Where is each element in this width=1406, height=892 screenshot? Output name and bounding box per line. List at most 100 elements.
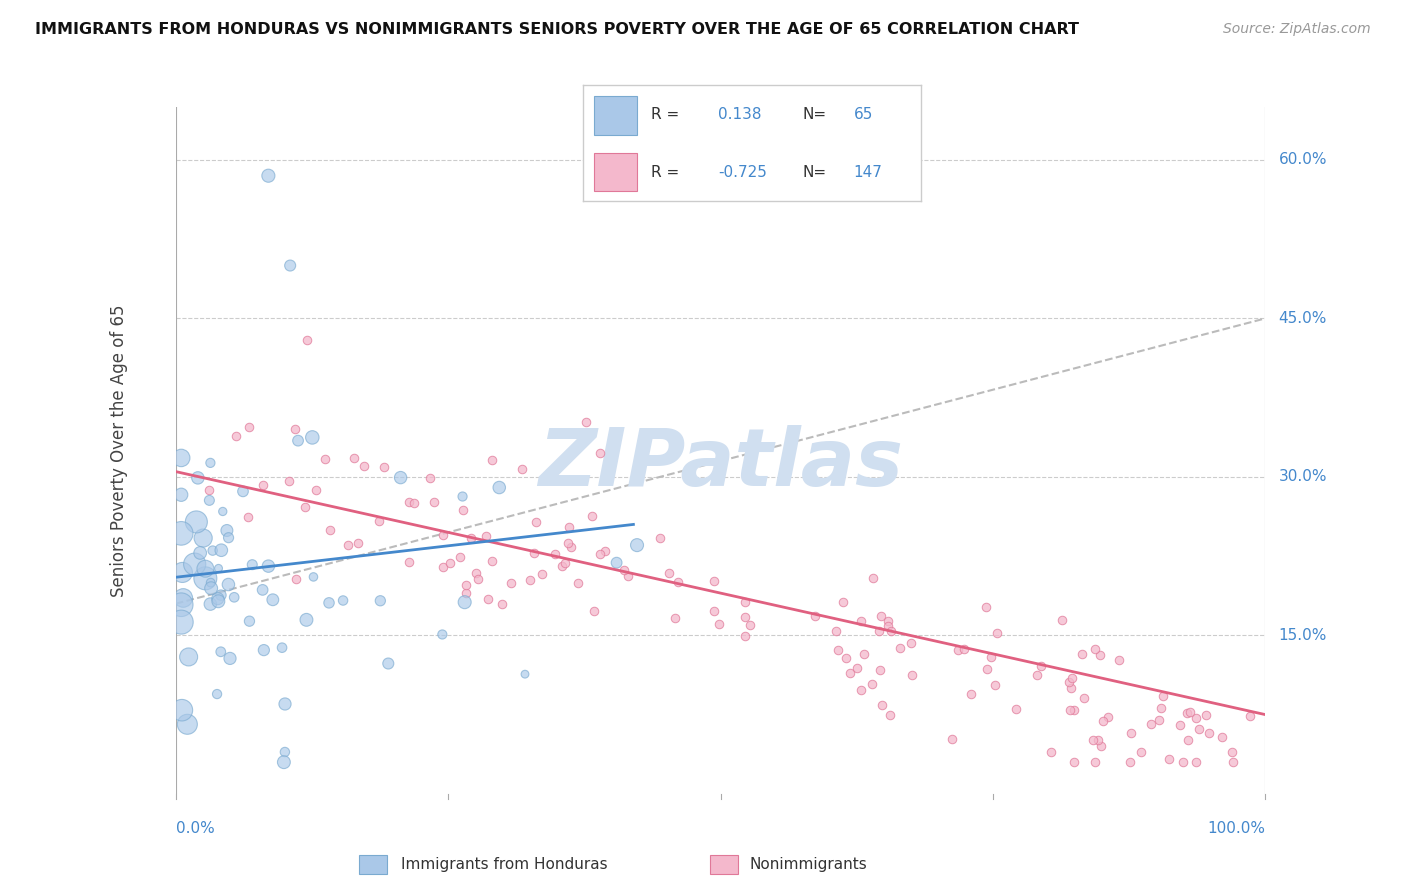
Text: 0.138: 0.138	[718, 107, 762, 122]
Point	[869, 663, 891, 677]
Point	[277, 474, 299, 488]
Point	[703, 604, 725, 618]
Point	[853, 647, 876, 661]
Point	[879, 707, 901, 722]
Point	[342, 451, 364, 466]
Point	[274, 745, 297, 759]
Point	[501, 576, 523, 591]
Point	[201, 543, 224, 558]
Text: IMMIGRANTS FROM HONDURAS VS NONIMMIGRANTS SENIORS POVERTY OVER THE AGE OF 65 COR: IMMIGRANTS FROM HONDURAS VS NONIMMIGRANT…	[35, 22, 1080, 37]
Point	[1091, 714, 1114, 728]
Point	[253, 643, 276, 657]
Point	[734, 610, 756, 624]
Point	[734, 594, 756, 608]
Point	[544, 547, 567, 561]
Point	[252, 582, 274, 597]
Point	[1150, 701, 1173, 715]
Point	[305, 483, 328, 497]
Point	[1063, 703, 1085, 717]
Point	[838, 665, 860, 680]
Point	[225, 429, 247, 443]
Text: Seniors Poverty Over the Age of 65: Seniors Poverty Over the Age of 65	[110, 304, 128, 597]
Point	[900, 668, 922, 682]
Point	[825, 624, 848, 638]
Point	[974, 599, 997, 614]
Point	[319, 523, 342, 537]
Point	[1052, 613, 1074, 627]
Point	[191, 531, 214, 545]
Point	[377, 657, 399, 671]
Point	[301, 430, 323, 444]
Point	[200, 456, 222, 470]
Point	[1152, 689, 1174, 703]
Point	[560, 540, 582, 554]
Point	[1081, 733, 1104, 747]
Point	[1059, 703, 1081, 717]
Point	[177, 649, 200, 664]
Point	[880, 624, 903, 639]
Point	[194, 571, 217, 585]
Point	[658, 566, 681, 580]
Point	[870, 608, 893, 623]
Point	[465, 566, 488, 581]
Text: ZIPatlas: ZIPatlas	[538, 425, 903, 503]
Point	[200, 581, 222, 595]
Point	[1026, 668, 1049, 682]
Point	[1185, 755, 1208, 769]
Point	[666, 574, 689, 589]
Point	[432, 627, 454, 641]
Point	[337, 538, 360, 552]
Point	[257, 169, 280, 183]
Point	[1088, 648, 1111, 662]
Point	[510, 462, 533, 476]
Point	[273, 755, 295, 769]
Point	[531, 567, 554, 582]
Point	[449, 550, 471, 565]
Point	[368, 514, 391, 528]
Point	[467, 572, 489, 586]
Point	[616, 568, 638, 582]
Point	[941, 731, 963, 746]
Point	[197, 483, 219, 498]
Point	[1198, 726, 1220, 740]
Point	[209, 645, 232, 659]
Point	[491, 597, 513, 611]
Point	[831, 595, 853, 609]
Point	[217, 577, 239, 591]
Point	[236, 510, 259, 524]
Point	[1159, 752, 1181, 766]
Point	[1239, 708, 1261, 723]
Text: 45.0%: 45.0%	[1278, 311, 1327, 326]
Point	[205, 687, 228, 701]
Point	[953, 641, 976, 656]
Point	[575, 415, 598, 429]
Point	[332, 593, 354, 607]
Point	[262, 592, 284, 607]
Point	[626, 538, 648, 552]
Point	[373, 460, 395, 475]
Point	[238, 614, 260, 628]
Point	[456, 586, 478, 600]
Text: N=: N=	[803, 165, 827, 180]
Point	[488, 481, 510, 495]
Point	[1060, 681, 1083, 695]
Text: 15.0%: 15.0%	[1278, 628, 1327, 643]
Point	[170, 450, 193, 465]
Point	[200, 597, 222, 611]
Point	[1119, 725, 1142, 739]
Point	[558, 520, 581, 534]
Point	[946, 643, 969, 657]
Point	[187, 471, 209, 485]
Text: 60.0%: 60.0%	[1278, 153, 1327, 168]
Point	[451, 490, 474, 504]
Point	[200, 575, 222, 590]
Point	[318, 596, 340, 610]
Point	[302, 570, 325, 584]
Point	[398, 555, 420, 569]
Point	[481, 452, 503, 467]
Point	[554, 556, 576, 570]
Point	[1194, 707, 1216, 722]
Point	[1070, 647, 1092, 661]
Point	[481, 554, 503, 568]
Point	[278, 259, 301, 273]
